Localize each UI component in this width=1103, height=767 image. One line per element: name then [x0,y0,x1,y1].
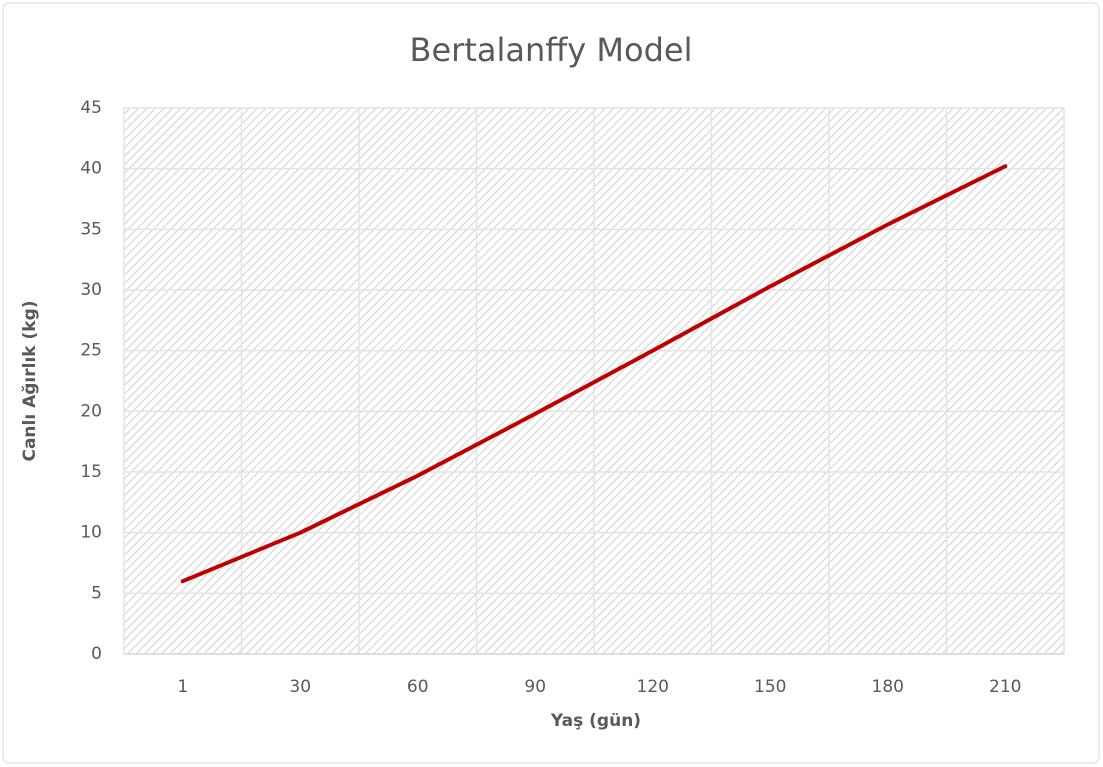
x-tick-label: 150 [754,677,786,697]
x-tick-label: 210 [989,677,1021,697]
chart-title: Bertalanffy Model [410,31,693,69]
y-tick-label: 0 [91,644,102,664]
y-axis-title: Canlı Ağırlık (kg) [20,300,40,461]
x-tick-label: 30 [289,677,311,697]
x-tick-label: 120 [637,677,669,697]
x-tick-label: 1 [177,677,188,697]
y-tick-label: 5 [91,583,102,603]
line-series [180,164,1008,584]
x-tick-label: 60 [407,677,429,697]
y-tick-label: 20 [80,401,102,421]
y-tick-label: 45 [80,98,102,118]
y-tick-label: 25 [80,341,102,361]
y-tick-label: 30 [80,280,102,300]
x-tick-label: 90 [524,677,546,697]
x-axis-title: Yaş (gün) [550,711,641,731]
y-tick-label: 40 [80,159,102,179]
y-tick-label: 35 [80,219,102,239]
y-tick-label: 10 [80,523,102,543]
y-tick-label: 15 [80,462,102,482]
x-tick-label: 180 [872,677,904,697]
